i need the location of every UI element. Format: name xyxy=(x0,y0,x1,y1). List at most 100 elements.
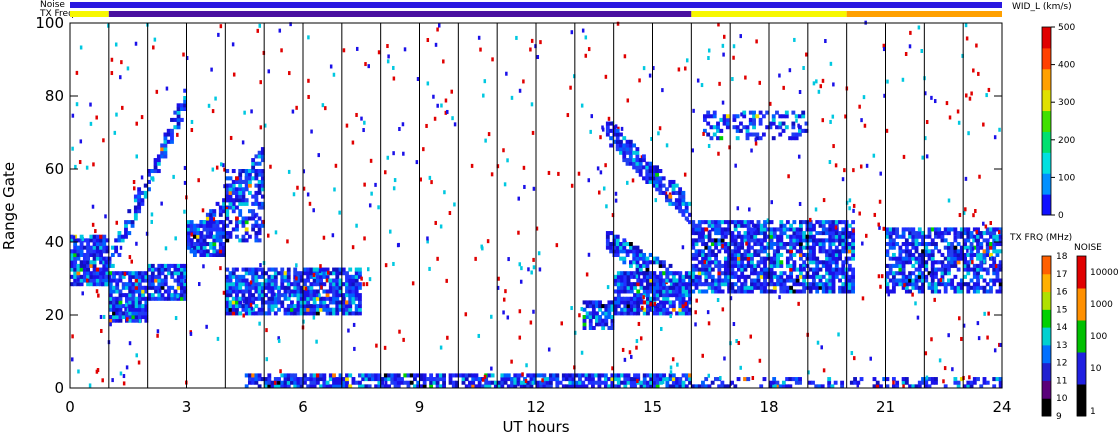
data-cell xyxy=(209,231,213,236)
data-cell xyxy=(775,380,780,385)
data-cell xyxy=(244,172,249,177)
data-cell xyxy=(144,278,149,283)
data-cell xyxy=(636,373,641,378)
data-cell xyxy=(286,380,291,385)
data-cell xyxy=(979,231,984,236)
data-cell xyxy=(607,300,612,305)
data-cell xyxy=(377,205,380,210)
data-cell xyxy=(238,172,243,177)
data-cell xyxy=(260,179,265,184)
data-cell xyxy=(697,234,702,239)
data-cell xyxy=(616,296,621,301)
data-cell xyxy=(972,289,977,294)
data-cell xyxy=(642,311,647,316)
data-cell xyxy=(985,289,990,294)
data-cell xyxy=(121,282,126,287)
data-cell xyxy=(652,260,656,265)
data-cell xyxy=(335,274,340,279)
data-cell xyxy=(613,373,618,378)
data-cell xyxy=(669,314,672,319)
data-cell xyxy=(717,285,722,290)
data-cell xyxy=(238,212,243,217)
data-cell xyxy=(622,150,627,155)
data-cell xyxy=(752,114,756,119)
data-cell xyxy=(917,231,922,236)
data-cell xyxy=(244,187,249,192)
width-scale-frame xyxy=(1041,26,1052,216)
data-cell xyxy=(532,309,535,314)
width-scale-swatch xyxy=(1042,89,1051,112)
data-cell xyxy=(917,234,922,239)
data-cell xyxy=(244,271,249,276)
data-cell xyxy=(969,267,974,272)
data-cell xyxy=(652,307,657,312)
data-cell xyxy=(740,234,745,239)
data-cell xyxy=(678,190,683,195)
data-cell xyxy=(228,176,233,181)
data-cell xyxy=(570,30,574,35)
data-cell xyxy=(818,260,823,265)
data-cell xyxy=(965,93,968,98)
data-cell xyxy=(338,278,343,283)
data-cell xyxy=(225,190,230,195)
data-cell xyxy=(815,289,820,294)
data-cell xyxy=(79,249,84,254)
data-cell xyxy=(135,154,138,159)
data-cell xyxy=(513,373,518,378)
data-cell xyxy=(727,256,732,261)
data-cell xyxy=(613,296,618,301)
data-cell xyxy=(753,271,758,276)
data-cell xyxy=(924,234,929,239)
data-cell xyxy=(247,190,252,195)
data-cell xyxy=(110,57,114,62)
data-cell xyxy=(241,293,246,298)
data-cell xyxy=(156,329,160,334)
data-cell xyxy=(834,245,839,250)
data-cell xyxy=(587,377,592,382)
data-cell xyxy=(665,380,670,385)
data-cell xyxy=(966,271,971,276)
data-cell xyxy=(655,274,660,279)
data-cell xyxy=(626,300,631,305)
data-cell xyxy=(215,234,220,239)
data-cell xyxy=(898,249,903,254)
data-cell xyxy=(183,99,188,104)
data-cell xyxy=(623,384,628,389)
data-cell xyxy=(273,380,277,385)
data-cell xyxy=(735,114,740,119)
data-cell xyxy=(623,357,627,362)
data-cell xyxy=(807,370,810,375)
data-cell xyxy=(518,335,522,340)
data-cell xyxy=(529,384,534,389)
data-cell xyxy=(781,384,786,389)
data-cell xyxy=(312,278,317,283)
freq-scale-label: TX FRQ (MHz) xyxy=(1009,233,1072,243)
data-cell xyxy=(303,311,307,316)
data-cell xyxy=(681,304,686,309)
data-cell xyxy=(778,114,783,119)
data-cell xyxy=(934,285,938,290)
data-cell xyxy=(921,380,925,385)
data-cell xyxy=(694,249,699,254)
data-cell xyxy=(502,297,506,302)
data-cell xyxy=(697,278,702,283)
data-cell xyxy=(283,278,288,283)
data-cell xyxy=(707,260,712,265)
data-cell xyxy=(95,234,100,239)
data-cell xyxy=(904,242,909,247)
data-cell xyxy=(625,139,630,144)
data-cell xyxy=(966,238,971,243)
data-cell xyxy=(273,304,278,309)
data-cell xyxy=(908,278,912,283)
data-cell xyxy=(600,380,605,385)
data-cell xyxy=(817,89,821,94)
data-cell xyxy=(794,132,799,137)
data-cell xyxy=(969,245,974,250)
data-cell xyxy=(70,249,74,254)
data-cell xyxy=(118,315,123,320)
data-cell xyxy=(338,271,343,276)
data-cell xyxy=(137,307,142,312)
data-cell xyxy=(306,293,311,298)
data-cell xyxy=(599,170,603,175)
data-cell xyxy=(435,377,440,382)
